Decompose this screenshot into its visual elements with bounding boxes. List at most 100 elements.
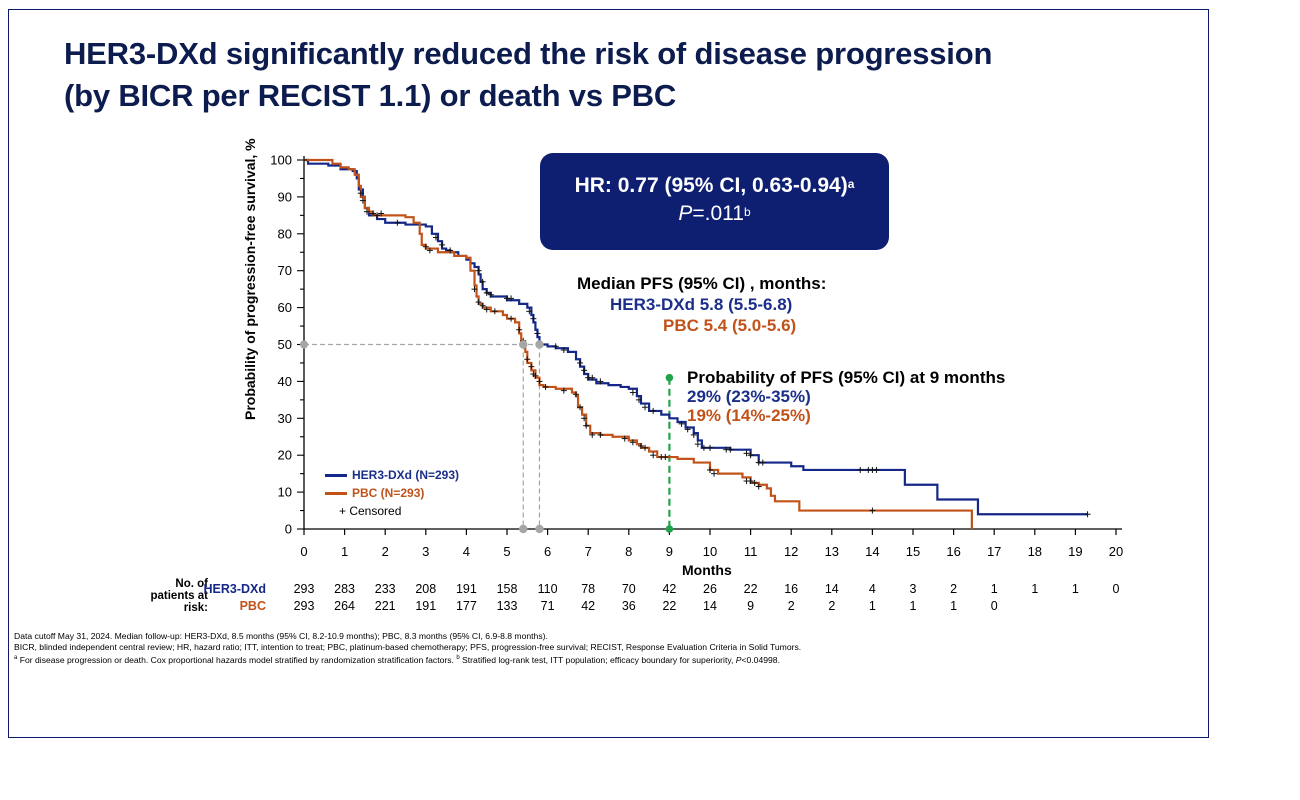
censor-mark-pbc [583,422,590,429]
y-tick-label: 100 [270,153,292,168]
censor-mark-pbc [751,479,758,486]
y-tick-label: 80 [278,226,292,241]
chart-legend: HER3-DXd (N=293) PBC (N=293) + Censored [325,466,459,520]
x-tick-label: 11 [744,544,758,559]
censor-mark-pbc [642,444,649,451]
slide-title: HER3-DXd significantly reduced the risk … [64,33,1164,117]
p-label: P [678,202,693,225]
x-tick-label: 2 [382,544,389,559]
censor-mark-her3 [650,407,657,414]
slide-frame [8,9,1209,738]
censor-mark-pbc [422,243,429,250]
footnote-1: Data cutoff May 31, 2024. Median follow-… [14,631,548,641]
censor-mark-her3 [577,359,584,366]
risk-cell: 293 [293,582,315,596]
censor-mark-pbc [707,466,713,473]
risk-cell: 71 [540,599,555,613]
legend-swatch-pbc [325,491,347,495]
censor-mark-pbc [560,387,567,394]
risk-cell: 78 [581,582,596,596]
y-tick-label: 10 [278,485,292,500]
censor-mark-pbc [516,326,523,333]
censor-mark-her3 [301,157,307,163]
x-tick-label: 6 [544,544,551,559]
censor-mark-pbc [532,372,539,379]
censor-mark-her3 [743,450,750,457]
y-tick-label: 60 [278,300,292,315]
censor-mark-pbc [508,315,515,322]
median-x-dot [535,524,544,534]
censor-mark-her3 [479,278,486,285]
x-tick-label: 7 [585,544,592,559]
footnotes: Data cutoff May 31, 2024. Median follow-… [14,631,801,666]
censor-mark-her3 [597,378,604,385]
risk-cell: 1 [990,582,998,596]
x-axis-title: Months [682,562,732,578]
censor-mark-pbc [483,306,490,313]
censor-mark-pbc [542,383,549,390]
risk-cell: 22 [743,582,758,596]
censor-mark-her3 [700,444,707,451]
censor-mark-her3 [629,389,636,396]
risk-cell: 1 [868,599,876,613]
censor-mark-her3 [684,426,691,433]
censor-marks [301,157,1091,518]
censor-mark-her3 [642,404,649,411]
x-tick-label: 4 [463,544,470,559]
censor-mark-her3 [581,367,588,374]
risk-cell: 26 [703,582,717,596]
km-curve-her3 [304,158,1088,516]
risk-cell: 14 [824,582,839,596]
censor-mark-pbc [597,431,604,438]
x-tick-label: 3 [422,544,429,559]
censor-mark-pbc [629,439,636,446]
y-tick-label: 40 [278,374,292,389]
censor-mark-her3 [552,343,559,350]
x-tick-label: 17 [987,544,1001,559]
censor-mark-pbc [524,356,531,363]
median-her3: HER3-DXd 5.8 (5.5-6.8) [610,295,793,314]
hr-footnote-a: a [847,177,855,191]
x-tick-label: 15 [906,544,920,559]
censor-mark-pbc [479,302,486,309]
y-tick-label: 70 [278,263,292,278]
censor-mark-pbc [650,452,657,459]
median-y-dot [300,340,308,349]
km-curve-pbc [304,158,973,529]
y-tick-label: 50 [278,337,292,352]
median-pfs-annotation: Median PFS (95% CI) , months: HER3-DXd 5… [577,273,826,336]
censor-mark-her3 [1084,511,1091,518]
risk-cell: 14 [703,599,717,613]
median-dot [519,340,528,349]
risk-cell: 110 [537,582,558,596]
censor-mark-her3 [530,315,537,322]
hr-text: HR: 0.77 (95% CI, 0.63-0.94) [574,174,848,197]
risk-cell: 70 [621,582,636,596]
censor-mark-pbc [475,299,482,306]
legend-item-pbc: PBC (N=293) [325,484,459,502]
risk-cell: 1 [950,599,958,613]
median-dot [535,340,544,349]
censor-mark-her3 [526,308,533,315]
x-tick-label: 5 [503,544,510,559]
km-curves [304,158,1088,529]
risk-cell: 0 [990,599,998,613]
x-tick-label: 8 [625,544,632,559]
risk-cell: 283 [334,582,356,596]
risk-cell: 22 [662,599,677,613]
footnote-3: a For disease progression or death. Cox … [14,654,780,665]
censor-mark-her3 [560,347,567,354]
censor-mark-pbc [471,286,478,293]
risk-table-heading: No. of patients at risk: [150,578,208,614]
censor-mark-pbc [528,363,535,370]
x-tick-label: 14 [865,544,879,559]
censor-mark-her3 [727,446,734,453]
censor-mark-her3 [508,295,515,302]
x-tick-label: 19 [1068,544,1082,559]
median-guides [304,343,671,529]
censor-mark-her3 [432,234,439,241]
risk-cell: 293 [293,599,315,613]
censor-mark-pbc [573,391,580,398]
censor-mark-her3 [359,197,366,204]
